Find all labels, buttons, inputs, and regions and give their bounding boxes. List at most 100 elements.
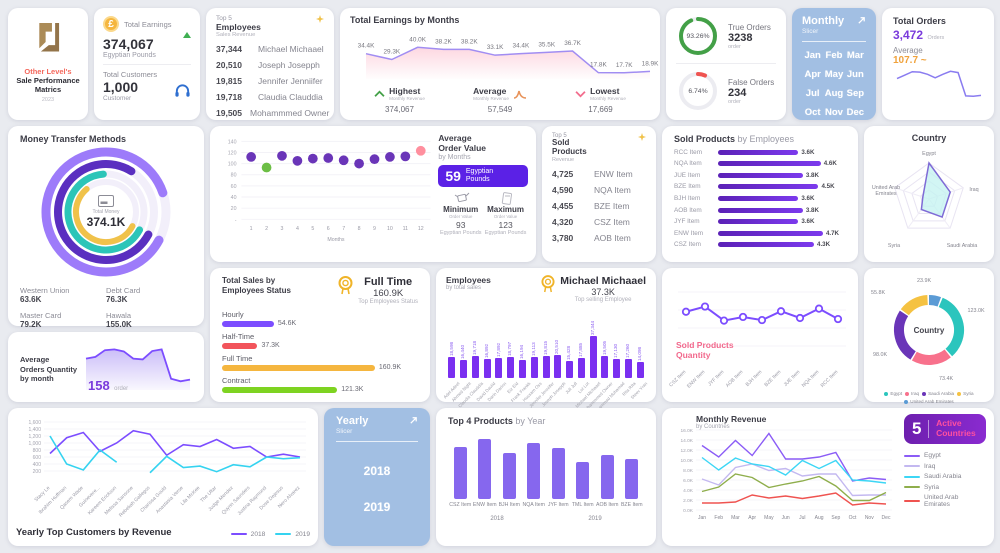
svg-text:23.9K: 23.9K bbox=[917, 278, 931, 284]
employee-bar[interactable]: 14,098 Steev Yran bbox=[630, 347, 649, 401]
earnings-by-months-card[interactable]: Total Earnings by Months 34.4K 29.3K 40.0K… bbox=[340, 8, 660, 120]
yearly-slicer-card[interactable]: Yearly Slicer 2018 2019 bbox=[324, 408, 430, 546]
svg-text:6.0K: 6.0K bbox=[683, 478, 694, 484]
status-bar-full-time[interactable]: Full Time 160.9K bbox=[222, 354, 402, 371]
product-bar-tml[interactable]: TML Item bbox=[571, 461, 596, 516]
product-bar-aob[interactable]: AOB Item bbox=[595, 455, 620, 516]
bar-row-enw[interactable]: ENW Item 4.7K bbox=[674, 229, 840, 237]
slicer-month-may[interactable]: May bbox=[824, 68, 844, 80]
employee-bar[interactable]: 17,885 Lot Lot bbox=[576, 342, 590, 395]
bar-row-bze[interactable]: BZE Item 4.5K bbox=[674, 183, 835, 191]
product-bar-bjh[interactable]: BJH Item bbox=[497, 452, 522, 516]
country-donut-chart[interactable]: Country 23.9K 123.0K 73.4K 98.0K 55.8K bbox=[868, 272, 990, 386]
svg-text:-: - bbox=[235, 217, 237, 223]
expand-arrow-icon[interactable] bbox=[857, 16, 866, 25]
employee-bar[interactable]: 19,505 Mohammmed Owner bbox=[581, 341, 614, 414]
top4-products-card[interactable]: Top 4 Products by Year CSZ Item ENW Item B… bbox=[436, 408, 656, 546]
legend-item: Iraq bbox=[905, 391, 919, 396]
svg-text:800: 800 bbox=[33, 448, 42, 454]
employee-bar[interactable]: 37,344 Michael Michaael bbox=[574, 320, 602, 409]
product-bar-csz[interactable]: CSZ Item bbox=[448, 446, 473, 516]
employee-bar[interactable]: 18,598 Adel Adeel bbox=[442, 342, 461, 400]
avg-orders-qty-sparkline[interactable] bbox=[84, 340, 192, 394]
employee-bar[interactable]: 19,113 Hossam Oss bbox=[521, 341, 543, 403]
employees-sales-card[interactable]: Employees by total sales Michael Michaae… bbox=[436, 268, 656, 417]
employee-status-card[interactable]: Total Sales by Employees Status Full Time… bbox=[210, 268, 430, 402]
product-bar-jyf[interactable]: JYF Item bbox=[546, 447, 571, 516]
product-bar-bze[interactable]: BZE Item bbox=[620, 458, 645, 516]
slicer-month-oct[interactable]: Oct bbox=[804, 106, 821, 118]
customers-chart-title: Yearly Top Customers by Revenue bbox=[16, 527, 172, 538]
expand-arrow-icon[interactable] bbox=[409, 416, 418, 425]
monthly-revenue-chart[interactable]: 16.0K 14.0K 12.0K 10.0K 8.0K 6.0K 4.0K 2.0K 0.0K… bbox=[670, 418, 898, 530]
employee-bar[interactable]: 15,428 Juli Jull bbox=[564, 345, 579, 395]
money-transfer-rings-chart[interactable] bbox=[31, 146, 181, 278]
country-radar-card[interactable]: Country Egypt Iraq Saudi Arabia Syria United… bbox=[864, 126, 994, 262]
country-donut-card[interactable]: Country 23.9K 123.0K 73.4K 98.0K 55.8K Egypt I… bbox=[864, 268, 994, 404]
slicer-month-jan[interactable]: Jan bbox=[804, 49, 821, 61]
sold-by-employees-bars[interactable]: RCC Item 3.6K NQA Item 4.6K JUE Item 3.8K BZE … bbox=[674, 149, 846, 249]
svg-text:7: 7 bbox=[342, 226, 345, 232]
employee-bar[interactable]: 17,130 Muhammad Muhamad bbox=[591, 343, 626, 417]
yearly-slicer-list[interactable]: 2018 2019 bbox=[336, 464, 418, 514]
legend-item: Egypt bbox=[904, 452, 986, 459]
employee-bar[interactable]: 17,892 Darin Darinn bbox=[486, 342, 508, 403]
monthly-slicer-grid[interactable]: Jan Feb Mar Apr May Jun Jul Aug Sep Oct Nov Dec bbox=[802, 50, 866, 118]
slicer-year-2019[interactable]: 2019 bbox=[363, 499, 391, 514]
active-countries-badge: 5 Active Countries bbox=[904, 414, 986, 444]
total-orders-card: Total Orders 3,472 Orders Average 107.7 … bbox=[882, 8, 994, 120]
bar-row-bjh[interactable]: BJH Item 3.6K bbox=[674, 194, 815, 202]
product-bar-enw[interactable]: ENW Item bbox=[473, 439, 498, 516]
employee-bar[interactable]: 16,440 Ahmed Night bbox=[451, 344, 473, 403]
bar-row-nqa[interactable]: NQA Item 4.6K bbox=[674, 160, 837, 168]
bar-row-csz[interactable]: CSZ Item 4.3K bbox=[674, 241, 831, 249]
employee-status-bars[interactable]: Hourly 54.6K Half-Time 37.3K Full Time 160.9K… bbox=[222, 310, 418, 393]
slicer-month-aug[interactable]: Aug bbox=[824, 87, 844, 99]
bar-row-rcc[interactable]: RCC Item 3.6K bbox=[674, 148, 815, 156]
slicer-month-jun[interactable]: Jun bbox=[846, 68, 864, 80]
employee-bar[interactable]: 17,260 Rita RIta bbox=[621, 343, 637, 397]
sold-quantity-card[interactable]: CSZ Item ENW Item JYF Item AOB Item BJH Item… bbox=[662, 268, 858, 402]
status-bar-hourly[interactable]: Hourly 54.6K bbox=[222, 310, 297, 327]
slicer-month-mar[interactable]: Mar bbox=[846, 49, 864, 61]
bar-row-jyf[interactable]: JYF Item 3.6K bbox=[674, 218, 815, 226]
bar-row-jue[interactable]: JUE Item 3.8K bbox=[674, 171, 819, 179]
status-bar-half-time[interactable]: Half-Time 37.3K bbox=[222, 332, 280, 349]
slicer-month-nov[interactable]: Nov bbox=[825, 106, 843, 118]
slicer-month-apr[interactable]: Apr bbox=[804, 68, 821, 80]
headset-icon bbox=[175, 83, 190, 97]
svg-text:4: 4 bbox=[296, 226, 299, 232]
legend-item: United Arab Emirates bbox=[904, 399, 954, 404]
employee-bar[interactable]: 20,510 Joseph Josepph bbox=[540, 339, 567, 408]
employee-bar[interactable]: 19,815 Jennifer Jenniifer bbox=[527, 340, 555, 409]
sold-by-employees-card[interactable]: Sold Products by Employees RCC Item 3.6K N… bbox=[662, 126, 858, 262]
earnings-months-chart[interactable]: 34.4K 29.3K 40.0K 38.2K 38.2K 33.1K 34.4K 35.5K… bbox=[350, 27, 659, 81]
customers-chart-card[interactable]: 1,600 1,400 1,200 1,000 800 600 400 200 Stacy Le… bbox=[8, 408, 318, 546]
slicer-month-feb[interactable]: Feb bbox=[825, 49, 843, 61]
legend-item: Western Union 63.6K bbox=[20, 286, 70, 304]
employees-sales-bars[interactable]: 18,598 Adel Adeel 16,440 Ahmed Night 19,718 C… bbox=[442, 305, 649, 417]
stat-highest: Highest Monthly Revenue 374,067 bbox=[374, 86, 425, 114]
svg-text:1,400: 1,400 bbox=[28, 427, 41, 433]
total-orders-sparkline[interactable] bbox=[893, 66, 985, 100]
slicer-month-sep[interactable]: Sep bbox=[846, 87, 865, 99]
slicer-month-jul[interactable]: Jul bbox=[805, 87, 820, 99]
employee-bar[interactable]: 18,797 Eiz Eid bbox=[506, 341, 520, 395]
bar-row-aob[interactable]: AOB Item 3.8K bbox=[674, 206, 819, 214]
status-bar-contract[interactable]: Contract 121.3K bbox=[222, 376, 364, 393]
country-radar-chart[interactable]: Egypt Iraq Saudi Arabia Syria United Arab Emi… bbox=[870, 143, 988, 255]
employee-bar[interactable]: 16,194 Frank Frankk bbox=[509, 344, 532, 404]
svg-text:8.0K: 8.0K bbox=[683, 468, 694, 474]
monthly-revenue-card[interactable]: Monthly Revenue by Countries 16.0K 14.0K 1… bbox=[662, 408, 994, 546]
slicer-year-2018[interactable]: 2018 bbox=[363, 463, 391, 478]
monthly-slicer-card[interactable]: Monthly Slicer Jan Feb Mar Apr May Jun Jul Aug S… bbox=[792, 8, 876, 120]
earnings-months-title: Total Earnings by Months bbox=[350, 15, 460, 25]
product-bar-nqa[interactable]: NQA Item bbox=[522, 442, 547, 516]
slicer-month-dec[interactable]: Dec bbox=[846, 106, 865, 118]
employee-bar[interactable]: 19,718 Claudia Clauddia bbox=[457, 340, 485, 409]
top4-products-bars[interactable]: CSZ Item ENW Item BJH Item NQA Item JYF Item… bbox=[448, 428, 644, 516]
employee-bar[interactable]: 16,892 David Daviid bbox=[475, 343, 496, 403]
